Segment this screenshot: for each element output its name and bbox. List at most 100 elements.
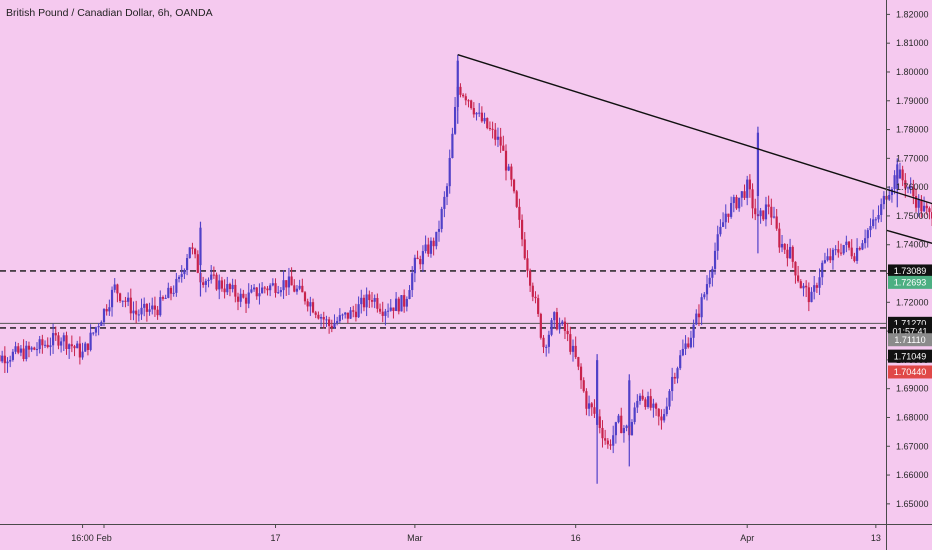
candle-body [360, 297, 363, 305]
candle-body [416, 257, 419, 260]
x-tick-label: 17 [271, 533, 281, 543]
candle-body [523, 239, 526, 259]
candle-body [893, 175, 896, 190]
candle-body [226, 284, 229, 293]
candle-body [349, 310, 352, 319]
candle-body [183, 270, 186, 275]
price-badge [888, 333, 932, 347]
candle-body [574, 345, 577, 358]
candle-body [346, 312, 349, 319]
candle-body [740, 191, 743, 198]
candle-body [1, 355, 4, 362]
candle-body [354, 311, 358, 318]
candle-body [6, 361, 9, 364]
candle-body [135, 310, 138, 315]
candle-body [362, 297, 366, 308]
candle-body [17, 346, 20, 353]
candle-body [448, 157, 451, 187]
candle-body [488, 128, 492, 130]
candle-body [837, 249, 840, 253]
candle-body [676, 368, 679, 379]
candle-body [601, 427, 604, 439]
candle-body [271, 283, 274, 286]
candle-body [188, 247, 191, 259]
candle-body [405, 298, 408, 307]
y-tick-label: 1.78000 [896, 125, 929, 135]
candle-body [464, 96, 467, 101]
candle-body [252, 287, 256, 290]
candle-body [247, 292, 250, 304]
candle-body [89, 332, 92, 350]
candle-body [445, 186, 449, 197]
candle-body [590, 403, 593, 408]
candle-body [850, 247, 853, 257]
candle-body [920, 199, 923, 212]
candle-body [563, 321, 567, 331]
candle-body [266, 288, 269, 291]
candle-body [681, 348, 684, 356]
candle-body [94, 327, 98, 333]
candle-body [609, 444, 612, 446]
candle-body [161, 297, 165, 299]
candle-body [78, 343, 81, 358]
candle-body [365, 294, 368, 308]
candle-body [9, 359, 12, 362]
candle-body [636, 400, 639, 408]
candle-body [593, 407, 596, 414]
candle-body [775, 216, 778, 229]
candle-body [303, 292, 307, 302]
candle-body [721, 222, 725, 227]
candle-body [100, 322, 103, 327]
candle-body [46, 344, 49, 348]
candle-body [713, 250, 717, 269]
candle-body [57, 335, 60, 346]
y-tick-label: 1.74000 [896, 240, 929, 250]
candle-body [858, 247, 861, 250]
candle-body [336, 321, 339, 324]
candle-body [579, 366, 583, 381]
candle-body [606, 440, 609, 445]
candle-body [0, 355, 1, 362]
candle-body [507, 166, 510, 171]
candle-body [84, 343, 87, 352]
candle-body [534, 296, 537, 299]
candle-body [306, 301, 309, 307]
candle-body [494, 129, 497, 140]
x-tick-label: 16 [571, 533, 581, 543]
candle-body [132, 310, 135, 314]
candle-body [397, 298, 400, 312]
candle-body [748, 179, 751, 190]
candle-body [92, 332, 95, 334]
candle-body [555, 312, 559, 330]
candle-body [545, 346, 548, 348]
candle-body [791, 246, 794, 262]
candle-body [124, 300, 127, 302]
candle-body [159, 297, 162, 316]
candle-body [896, 164, 899, 189]
candle-body [807, 287, 810, 303]
candle-body [499, 136, 502, 146]
candle-body [617, 415, 620, 423]
candle-body [424, 244, 427, 252]
candle-body [596, 360, 599, 425]
candle-body [148, 309, 151, 312]
candle-body [537, 298, 540, 314]
candle-body [654, 403, 658, 409]
candle-body [622, 428, 626, 434]
candle-body [604, 438, 607, 441]
candle-body [462, 94, 465, 97]
candle-body [223, 288, 226, 293]
candle-body [287, 276, 291, 288]
candle-body [823, 260, 827, 263]
candle-body [577, 357, 580, 367]
candle-body [829, 256, 832, 261]
candle-body [51, 333, 55, 346]
candle-body [815, 285, 818, 288]
candle-body [550, 320, 553, 335]
candle-body [65, 335, 68, 349]
candle-body [638, 395, 642, 401]
candle-body [429, 240, 433, 254]
candle-body [917, 199, 920, 208]
candle-body [901, 169, 904, 181]
